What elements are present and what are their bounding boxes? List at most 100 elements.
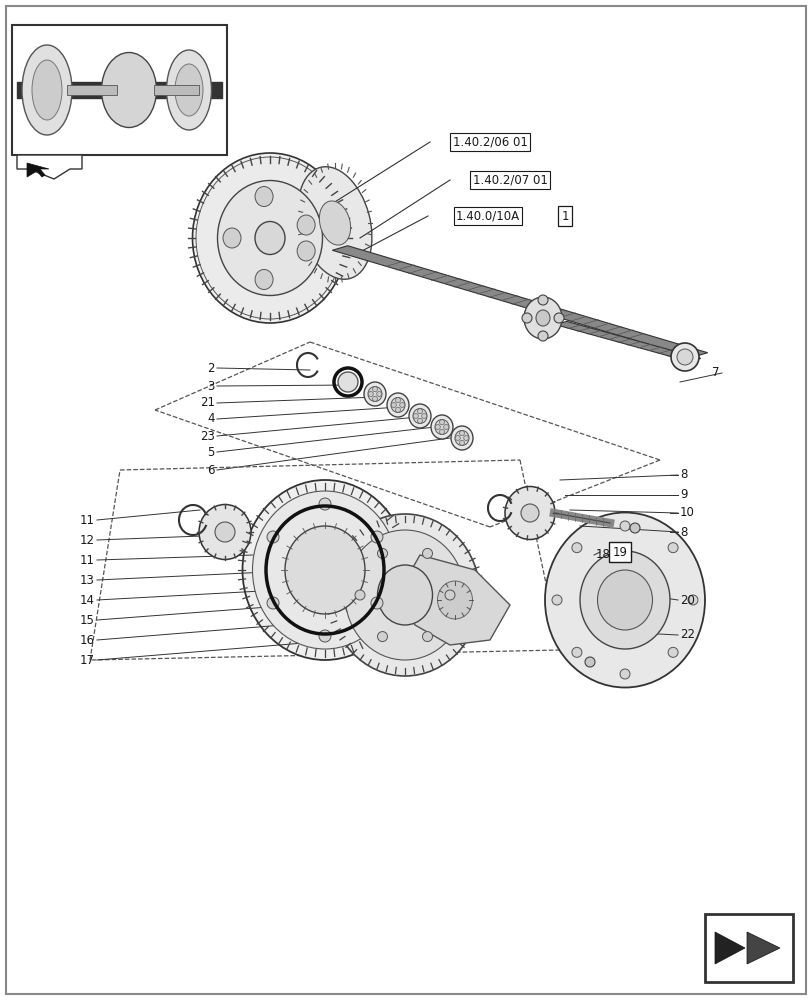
Ellipse shape bbox=[242, 480, 407, 660]
Ellipse shape bbox=[298, 167, 371, 279]
Polygon shape bbox=[332, 246, 707, 357]
Ellipse shape bbox=[255, 187, 272, 207]
Text: 22: 22 bbox=[679, 629, 694, 642]
Ellipse shape bbox=[192, 153, 347, 323]
Circle shape bbox=[422, 548, 432, 558]
Text: 1.40.0/10A: 1.40.0/10A bbox=[455, 210, 519, 223]
Ellipse shape bbox=[175, 64, 203, 116]
Text: 15: 15 bbox=[80, 613, 95, 626]
Circle shape bbox=[459, 440, 464, 445]
Circle shape bbox=[354, 590, 365, 600]
Text: 17: 17 bbox=[80, 654, 95, 666]
Ellipse shape bbox=[409, 404, 431, 428]
Circle shape bbox=[267, 597, 279, 609]
Ellipse shape bbox=[252, 491, 397, 649]
Circle shape bbox=[551, 595, 561, 605]
Circle shape bbox=[439, 429, 444, 434]
Text: 23: 23 bbox=[200, 430, 215, 442]
Polygon shape bbox=[27, 163, 49, 177]
Circle shape bbox=[371, 531, 383, 543]
Text: 21: 21 bbox=[200, 396, 215, 410]
Circle shape bbox=[376, 391, 381, 396]
Circle shape bbox=[629, 523, 639, 533]
Circle shape bbox=[620, 521, 629, 531]
Ellipse shape bbox=[166, 50, 211, 130]
Circle shape bbox=[377, 548, 387, 558]
Text: 1.40.2/06 01: 1.40.2/06 01 bbox=[452, 135, 527, 148]
Polygon shape bbox=[555, 321, 700, 362]
Bar bbox=[12, 25, 227, 155]
Circle shape bbox=[319, 498, 331, 510]
Ellipse shape bbox=[101, 52, 157, 127]
Text: 18: 18 bbox=[595, 548, 610, 562]
Circle shape bbox=[443, 424, 448, 430]
Circle shape bbox=[417, 409, 422, 414]
Circle shape bbox=[459, 431, 464, 436]
Text: 6: 6 bbox=[208, 464, 215, 477]
Circle shape bbox=[667, 647, 677, 657]
Circle shape bbox=[667, 543, 677, 553]
Text: 11: 11 bbox=[80, 554, 95, 566]
Circle shape bbox=[267, 531, 279, 543]
Text: 2: 2 bbox=[208, 361, 215, 374]
Ellipse shape bbox=[217, 180, 322, 296]
Ellipse shape bbox=[319, 201, 350, 245]
Text: 10: 10 bbox=[679, 506, 694, 520]
Text: 8: 8 bbox=[679, 526, 687, 538]
Circle shape bbox=[422, 632, 432, 642]
Ellipse shape bbox=[255, 222, 285, 254]
Circle shape bbox=[417, 418, 422, 423]
Text: 4: 4 bbox=[208, 412, 215, 426]
Ellipse shape bbox=[544, 512, 704, 688]
Polygon shape bbox=[714, 932, 744, 964]
Circle shape bbox=[399, 402, 404, 408]
Text: 1: 1 bbox=[560, 210, 568, 223]
Ellipse shape bbox=[431, 415, 453, 439]
Circle shape bbox=[444, 590, 454, 600]
Ellipse shape bbox=[297, 215, 315, 235]
Polygon shape bbox=[17, 155, 82, 179]
Bar bbox=[154, 85, 199, 95]
Circle shape bbox=[377, 632, 387, 642]
Ellipse shape bbox=[435, 420, 448, 434]
Text: 13: 13 bbox=[80, 574, 95, 586]
Ellipse shape bbox=[199, 504, 251, 560]
Circle shape bbox=[521, 504, 539, 522]
Ellipse shape bbox=[223, 228, 241, 248]
Ellipse shape bbox=[329, 514, 479, 676]
Text: 9: 9 bbox=[679, 488, 687, 502]
Ellipse shape bbox=[363, 382, 385, 406]
Ellipse shape bbox=[255, 269, 272, 289]
Circle shape bbox=[584, 657, 594, 667]
Text: 12: 12 bbox=[80, 534, 95, 546]
Circle shape bbox=[620, 669, 629, 679]
Circle shape bbox=[371, 597, 383, 609]
Ellipse shape bbox=[32, 60, 62, 120]
Circle shape bbox=[395, 398, 400, 403]
Ellipse shape bbox=[377, 565, 432, 625]
Circle shape bbox=[538, 331, 547, 341]
Text: 7: 7 bbox=[711, 366, 719, 379]
Ellipse shape bbox=[597, 570, 652, 630]
Ellipse shape bbox=[413, 408, 427, 424]
Circle shape bbox=[372, 387, 377, 392]
Ellipse shape bbox=[523, 297, 561, 339]
Ellipse shape bbox=[504, 487, 554, 540]
Circle shape bbox=[435, 424, 440, 430]
Circle shape bbox=[521, 313, 531, 323]
Ellipse shape bbox=[454, 430, 469, 446]
Circle shape bbox=[455, 436, 460, 440]
Circle shape bbox=[372, 396, 377, 401]
Circle shape bbox=[395, 407, 400, 412]
Text: 11: 11 bbox=[80, 514, 95, 526]
Circle shape bbox=[687, 595, 697, 605]
Polygon shape bbox=[400, 555, 509, 645]
Ellipse shape bbox=[285, 526, 365, 614]
Ellipse shape bbox=[387, 393, 409, 417]
Circle shape bbox=[439, 420, 444, 425]
Text: 20: 20 bbox=[679, 593, 694, 606]
Text: 1.40.2/07 01: 1.40.2/07 01 bbox=[472, 174, 547, 186]
Ellipse shape bbox=[297, 241, 315, 261]
Ellipse shape bbox=[437, 581, 472, 619]
Circle shape bbox=[571, 543, 581, 553]
